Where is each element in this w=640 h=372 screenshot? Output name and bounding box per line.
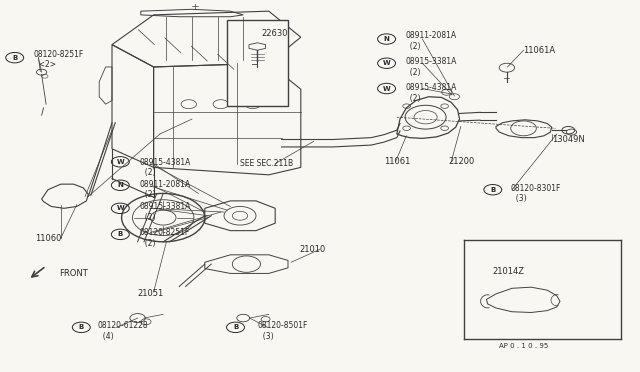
Text: 21014Z: 21014Z [493,267,525,276]
Text: 08120-8301F
  (3): 08120-8301F (3) [511,184,561,203]
Text: 08915-3381A
  (2): 08915-3381A (2) [140,202,191,222]
Text: 11061A: 11061A [524,46,556,55]
Text: 21200: 21200 [448,157,474,166]
Text: B: B [490,187,495,193]
Text: 08915-3381A
  (2): 08915-3381A (2) [405,57,456,77]
Text: 08915-4381A
  (2): 08915-4381A (2) [140,158,191,177]
Text: 08120-8251F
  (2): 08120-8251F (2) [140,228,190,248]
Text: B: B [233,324,238,330]
Text: B: B [12,55,17,61]
Text: FRONT: FRONT [59,269,88,278]
Text: B: B [79,324,84,330]
Text: N: N [383,36,390,42]
Text: W: W [383,60,390,66]
Text: W: W [116,159,124,165]
Text: W: W [383,86,390,92]
Text: AP 0 . 1 0 . 95: AP 0 . 1 0 . 95 [499,343,548,349]
Text: 22630: 22630 [261,29,287,38]
Text: W: W [116,205,124,211]
Text: 08120-61228
  (4): 08120-61228 (4) [98,321,148,341]
Text: 08120-8251F
  <2>: 08120-8251F <2> [34,50,84,69]
Text: 08911-2081A
  (2): 08911-2081A (2) [405,31,456,51]
Text: 13049N: 13049N [552,135,584,144]
Text: 11060: 11060 [35,234,61,243]
Text: 21010: 21010 [300,245,326,254]
Text: B: B [118,231,123,237]
Text: N: N [117,182,124,188]
Text: 21051: 21051 [138,289,164,298]
Text: 08911-2081A
  (2): 08911-2081A (2) [140,180,191,199]
Text: SEE SEC.211B: SEE SEC.211B [240,159,293,168]
Text: 08915-4381A
  (2): 08915-4381A (2) [405,83,456,103]
Text: 11061: 11061 [384,157,410,166]
Text: 08120-8501F
  (3): 08120-8501F (3) [258,321,308,341]
Bar [227,20,288,106]
